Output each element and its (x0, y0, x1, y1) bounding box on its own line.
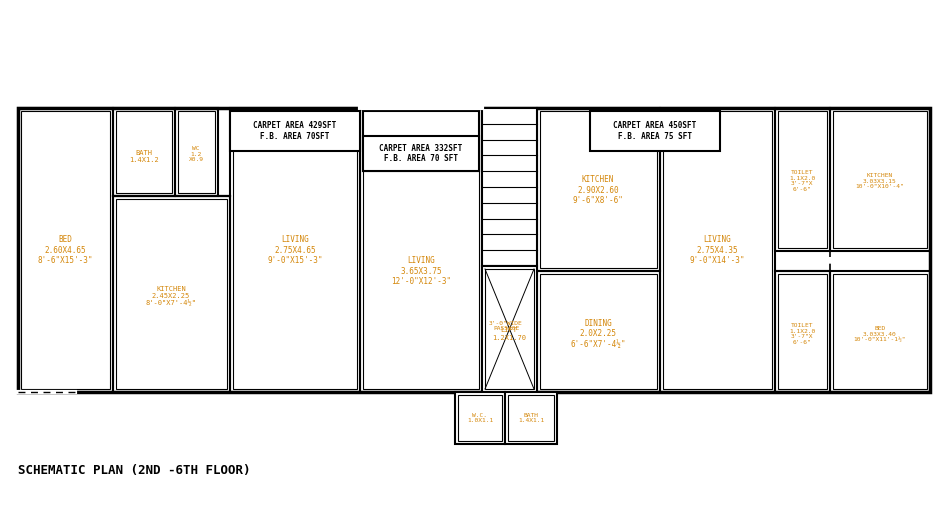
Text: CARPET AREA 332SFT
F.B. AREA 70 SFT: CARPET AREA 332SFT F.B. AREA 70 SFT (379, 144, 463, 163)
Text: TOILET
1.1X2.0
3'-7"X
6'-6": TOILET 1.1X2.0 3'-7"X 6'-6" (788, 170, 815, 192)
Bar (18, 108, 113, 392)
Text: SCHEMATIC PLAN (2ND -6TH FLOOR): SCHEMATIC PLAN (2ND -6TH FLOOR) (18, 464, 250, 478)
Text: LIFT
1.2X1.70: LIFT 1.2X1.70 (492, 328, 526, 340)
Text: CARPET AREA 450SFT
F.B. AREA 75 SFT: CARPET AREA 450SFT F.B. AREA 75 SFT (613, 122, 696, 140)
Bar (504, 392, 556, 444)
Bar (484, 269, 533, 389)
Bar (659, 108, 774, 392)
Bar (829, 271, 929, 392)
Bar (116, 199, 227, 389)
Bar (454, 392, 504, 444)
Bar (21, 111, 110, 389)
Bar (508, 395, 553, 441)
Text: LIVING
3.65X3.75
12'-0"X12'-3": LIVING 3.65X3.75 12'-0"X12'-3" (391, 256, 450, 286)
Text: BED
2.60X4.65
8'-6"X15'-3": BED 2.60X4.65 8'-6"X15'-3" (37, 235, 93, 265)
Bar (229, 108, 360, 392)
Text: BED
3.03X3.40
10'-0"X11'-1½": BED 3.03X3.40 10'-0"X11'-1½" (852, 326, 905, 342)
Bar (539, 111, 656, 268)
Text: CARPET AREA 429SFT
F.B. AREA 70SFT: CARPET AREA 429SFT F.B. AREA 70SFT (253, 122, 336, 140)
Bar (777, 111, 826, 248)
Bar (589, 111, 719, 151)
Bar (481, 108, 536, 266)
Text: TOILET
1.1X2.0
3'-7"X
6'-6": TOILET 1.1X2.0 3'-7"X 6'-6" (788, 323, 815, 345)
Bar (539, 274, 656, 389)
Bar (177, 111, 215, 193)
Bar (832, 111, 926, 248)
Text: LIVING
2.75X4.65
9'-0"X15'-3": LIVING 2.75X4.65 9'-0"X15'-3" (267, 235, 323, 265)
Text: DINING
2.0X2.25
6'-6"X7'-4½": DINING 2.0X2.25 6'-6"X7'-4½" (569, 319, 625, 349)
Bar (116, 111, 172, 193)
Bar (362, 111, 479, 171)
Bar (362, 136, 479, 171)
Text: 3'-0"WIDE
PASSAGE: 3'-0"WIDE PASSAGE (489, 321, 522, 331)
Bar (458, 395, 501, 441)
Text: LIVING
2.75X4.35
9'-0"X14'-3": LIVING 2.75X4.35 9'-0"X14'-3" (688, 235, 744, 265)
Text: BATH
1.4X1.2: BATH 1.4X1.2 (129, 149, 159, 163)
Bar (481, 266, 536, 392)
Bar (233, 111, 357, 389)
Bar (113, 196, 229, 392)
Text: KITCHEN
3.03X3.15
10'-0"X10'-4": KITCHEN 3.03X3.15 10'-0"X10'-4" (854, 173, 903, 189)
Bar (362, 111, 479, 389)
Bar (777, 274, 826, 389)
Bar (536, 271, 659, 392)
Bar (774, 108, 829, 251)
Text: WC
1.2
X0.9: WC 1.2 X0.9 (188, 146, 203, 163)
Bar (536, 108, 659, 271)
Bar (829, 108, 929, 251)
Bar (832, 274, 926, 389)
Text: KITCHEN
2.90X2.60
9'-6"X8'-6": KITCHEN 2.90X2.60 9'-6"X8'-6" (572, 175, 623, 205)
Text: W.C.
1.0X1.1: W.C. 1.0X1.1 (466, 412, 493, 423)
Bar (774, 271, 829, 392)
Bar (18, 108, 929, 392)
Text: KITCHEN
2.45X2.25
8'-0"X7'-4½": KITCHEN 2.45X2.25 8'-0"X7'-4½" (145, 286, 196, 306)
Text: BATH
1.4X1.1: BATH 1.4X1.1 (517, 412, 544, 423)
Bar (113, 108, 175, 196)
Bar (360, 108, 481, 392)
Bar (663, 111, 771, 389)
Bar (229, 111, 360, 151)
Bar (175, 108, 218, 196)
